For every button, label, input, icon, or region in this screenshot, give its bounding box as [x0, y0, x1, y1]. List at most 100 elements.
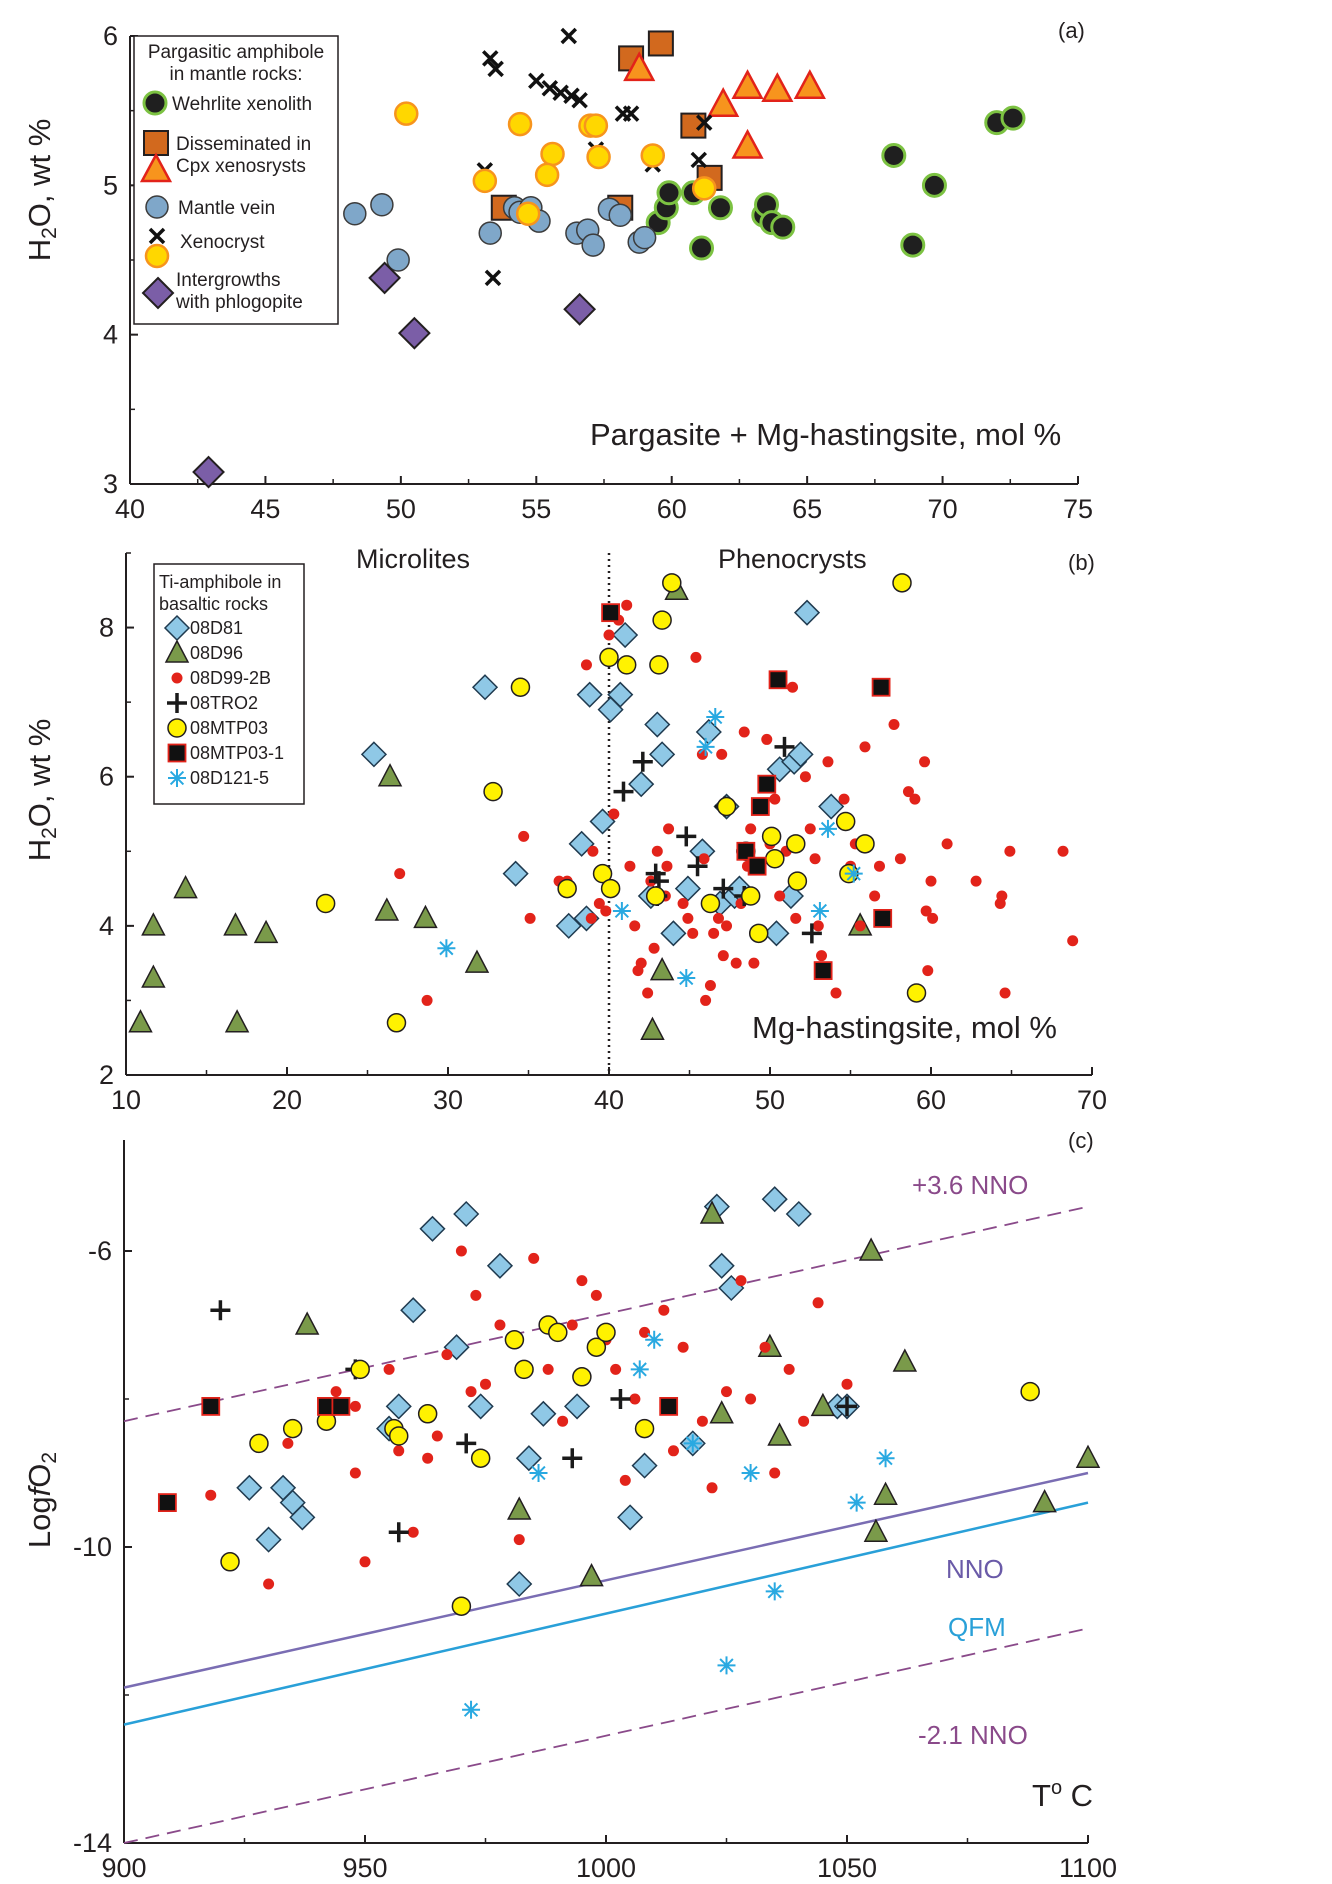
- data-point: [801, 923, 822, 944]
- data-point: [507, 1496, 532, 1520]
- x-tick-label: 10: [111, 1085, 141, 1115]
- data-point: [649, 741, 676, 768]
- data-point: [253, 919, 279, 944]
- panel-c-chart: 900 950 1000 1050 1100-14-10-6 (c) +3.6 NNO …: [22, 1128, 1117, 1883]
- data-point: [632, 225, 657, 250]
- data-point: [717, 1656, 736, 1675]
- data-point: [514, 1359, 534, 1380]
- legend-marker-d96: [164, 639, 190, 663]
- x-tick-label: 40: [115, 494, 145, 524]
- legend-marker-mtp03: [167, 718, 187, 738]
- data-point: [377, 763, 403, 787]
- x-tick-label: 30: [433, 1085, 463, 1115]
- data-point: [644, 711, 671, 738]
- panel-b-legend: Ti-amphibole in basaltic rocks 08D81 08D…: [153, 563, 305, 805]
- data-point: [315, 893, 336, 914]
- data-point: [677, 969, 696, 988]
- data-point: [205, 1489, 217, 1501]
- data-point: [601, 603, 621, 623]
- panel-a-legend-item-6b: with phlogopite: [175, 292, 303, 313]
- data-point: [579, 1562, 604, 1587]
- data-point: [787, 741, 814, 768]
- legend-marker-xenocryst: [144, 243, 170, 269]
- data-point: [810, 1392, 836, 1417]
- data-point: [484, 269, 502, 287]
- x-tick-label: 65: [792, 494, 822, 524]
- data-point: [785, 1200, 812, 1228]
- legend-marker-d121: [168, 769, 186, 787]
- data-point: [922, 965, 934, 977]
- data-point: [617, 1504, 644, 1531]
- panel-a-label: (a): [1058, 18, 1085, 43]
- data-point: [847, 1493, 866, 1512]
- panel-a-legend-item-3: Cpx xenosrysts: [176, 156, 306, 177]
- data-point: [816, 950, 828, 962]
- data-point: [343, 201, 367, 226]
- data-point: [863, 1518, 889, 1542]
- data-point: [518, 830, 530, 842]
- data-point: [809, 853, 821, 865]
- data-point: [629, 920, 641, 932]
- data-point: [683, 1434, 702, 1453]
- legend-marker-xenocryst-x: [148, 227, 166, 245]
- data-point: [360, 741, 388, 768]
- data-point: [592, 863, 613, 884]
- data-point: [716, 748, 728, 760]
- data-point: [141, 912, 166, 936]
- data-point: [687, 856, 708, 877]
- data-point: [541, 80, 559, 97]
- data-point: [649, 655, 669, 675]
- data-point: [700, 893, 721, 914]
- data-point: [482, 50, 499, 67]
- legend-marker-intergrowth: [141, 276, 175, 310]
- data-point: [513, 1534, 525, 1546]
- y-tick-label: 6: [99, 762, 114, 792]
- data-point: [507, 111, 533, 137]
- data-point: [941, 838, 953, 850]
- panel-b-legend-title-2: basaltic rocks: [159, 594, 268, 614]
- data-point: [660, 920, 687, 947]
- data-point: [394, 101, 419, 126]
- data-point: [640, 143, 666, 168]
- y-tick-label: 6: [103, 21, 118, 51]
- panel-a-legend-item-6a: Intergrowths: [176, 270, 281, 291]
- data-point: [682, 912, 694, 924]
- legend-marker-d99: [171, 672, 183, 684]
- panel-b-chart: 10 20 30 40 50 60 70 2 4 6 8 (b) Microlites Phenoc…: [22, 544, 1107, 1115]
- data-point: [487, 60, 504, 78]
- data-point: [585, 912, 597, 924]
- data-point: [892, 573, 912, 593]
- data-point: [640, 1016, 665, 1041]
- data-point: [871, 677, 891, 697]
- data-point: [572, 1367, 592, 1387]
- data-point: [173, 874, 198, 899]
- data-point: [731, 69, 764, 100]
- data-point: [628, 771, 655, 798]
- x-tick-label: 900: [101, 1853, 146, 1883]
- panel-b-annotation-left: Microlites: [356, 544, 470, 574]
- y-tick-label: 2: [99, 1060, 114, 1090]
- data-point: [394, 868, 406, 880]
- data-point: [902, 786, 914, 798]
- data-point: [400, 1297, 427, 1324]
- data-point: [128, 1009, 153, 1033]
- data-point: [854, 920, 866, 932]
- data-point: [502, 860, 529, 887]
- data-point: [873, 1481, 898, 1505]
- data-point: [708, 1252, 735, 1279]
- data-point: [663, 823, 675, 835]
- data-point: [859, 741, 871, 753]
- data-point: [456, 1433, 477, 1454]
- data-point: [1032, 1488, 1057, 1513]
- data-point: [631, 1452, 658, 1479]
- data-point: [635, 957, 647, 969]
- data-point: [750, 797, 770, 816]
- data-point: [652, 610, 672, 630]
- data-point: [873, 860, 885, 872]
- data-point: [648, 942, 660, 954]
- data-point: [624, 860, 636, 872]
- data-point: [869, 890, 881, 902]
- legend-marker-mtp031: [167, 743, 187, 763]
- panel-c-buffer-lines: [123, 1205, 1089, 1844]
- data-point: [294, 1311, 320, 1335]
